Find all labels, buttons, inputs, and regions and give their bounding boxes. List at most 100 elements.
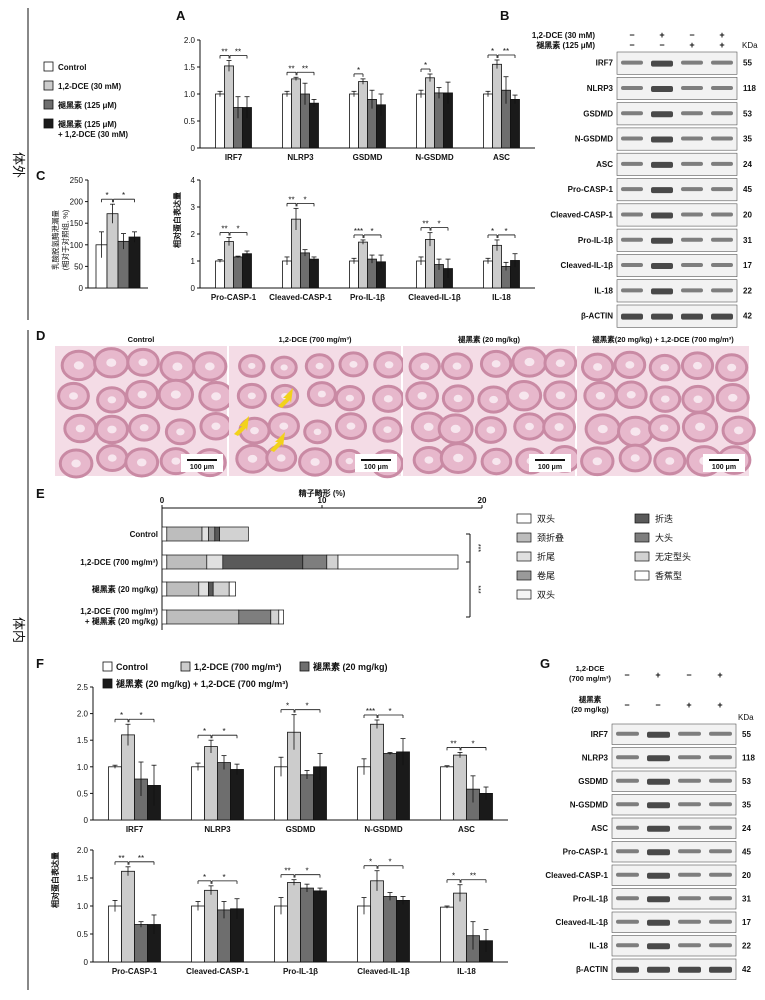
y-tick-label: 0 [191, 144, 196, 153]
legend-label: 1,2-DCE (700 mg/m³) [194, 662, 282, 672]
blot-band [616, 919, 639, 924]
sig-label: ** [288, 195, 294, 204]
stacked-segment [212, 581, 230, 597]
blot-band [651, 136, 673, 143]
stacked-segment [326, 554, 339, 570]
blot-band [651, 60, 673, 67]
tubule-lumen [423, 422, 434, 431]
blot-sign: + [659, 30, 664, 40]
blot-sign: − [659, 40, 664, 50]
blot-kda: 17 [742, 918, 751, 927]
tubule-lumen [593, 363, 603, 371]
scale-bar-box [529, 454, 571, 472]
blot-band [647, 896, 670, 903]
blot-band [678, 872, 701, 877]
y-axis-label: 相对蛋白表达量 [50, 852, 60, 908]
blot-strip [611, 817, 737, 839]
tubule-lumen [383, 395, 393, 403]
blot-band [711, 60, 733, 65]
blot-band [711, 237, 733, 242]
bar [453, 754, 467, 821]
tubule-lumen [280, 364, 288, 371]
scale-bar-box [355, 454, 397, 472]
tubule-lumen [660, 363, 670, 372]
blot-band [651, 187, 673, 194]
blot-kda: 45 [743, 185, 752, 194]
blot-strip [611, 888, 737, 910]
y-tick-label: 4 [191, 176, 196, 185]
panel-label-b: B [500, 8, 509, 23]
tubule-lumen [276, 454, 286, 462]
panel-label-e: E [36, 486, 45, 501]
panel-label-a: A [176, 8, 186, 23]
stacked-segment [198, 581, 209, 597]
bar [440, 906, 454, 963]
tubule-lumen [250, 427, 259, 435]
y-tick-label: 1.0 [184, 90, 196, 99]
row-label: 褪黑素 (20 mg/kg) [91, 584, 159, 594]
bar [370, 723, 384, 821]
y-tick-label: 0.5 [184, 117, 196, 126]
blot-band [616, 802, 639, 807]
bar [106, 213, 119, 289]
bar [242, 253, 252, 289]
bar [370, 880, 384, 963]
tubule-lumen [491, 360, 501, 368]
blot-sign: + [689, 40, 694, 50]
sig-label: ** [450, 739, 456, 748]
tubule-lumen [310, 458, 320, 466]
sig-label: * [388, 707, 391, 716]
blot-band [651, 263, 673, 270]
sig-label: ** [422, 220, 428, 229]
blot-kda: 118 [743, 84, 756, 93]
blot-row-label: GSDMD [578, 777, 608, 786]
y-tick-label: 0.5 [77, 789, 89, 798]
bar [416, 93, 426, 149]
blot-band [711, 187, 733, 192]
blot-kda: 42 [743, 312, 752, 321]
tubule-lumen [139, 424, 149, 432]
tubule-lumen [592, 457, 603, 466]
tubule-lumen [107, 425, 117, 434]
y-tick-label: 1.5 [77, 874, 89, 883]
sig-label: * [105, 191, 108, 200]
blot-band [651, 85, 673, 92]
category-label: Cleaved-CASP-1 [269, 293, 332, 302]
blot-band [678, 919, 701, 924]
tubule-lumen [660, 395, 670, 403]
legend-swatch [516, 532, 532, 543]
y-tick-label: 150 [70, 219, 84, 228]
sig-label: * [452, 872, 455, 881]
blot-sign: − [655, 700, 660, 710]
sig-label: * [120, 711, 123, 720]
blot-strip [616, 127, 738, 151]
tubule-lumen [625, 361, 635, 369]
blot-header: 1,2-DCE [576, 664, 605, 673]
sig-label: * [286, 702, 289, 711]
blot-sign: − [629, 30, 634, 40]
blot-band [681, 60, 703, 65]
tubule-lumen [554, 423, 564, 431]
blot-band [711, 111, 733, 116]
sig-label: ** [288, 64, 294, 73]
stacked-segment [208, 581, 214, 597]
bar [121, 870, 135, 963]
blot-row-label: N-GSDMD [575, 135, 613, 144]
legend-swatch [634, 570, 650, 581]
tubule-lumen [420, 362, 430, 371]
bar [217, 762, 231, 821]
stacked-segment [161, 581, 168, 597]
legend-label: Control [116, 662, 148, 672]
blot-band [709, 919, 732, 924]
y-tick-label: 1.0 [77, 902, 89, 911]
tubule-lumen [349, 360, 358, 368]
row-label: + 褪黑素 (20 mg/kg) [85, 616, 158, 626]
y-tick-label: 1.5 [184, 63, 196, 72]
category-label: Pro-CASP-1 [112, 967, 158, 976]
x-tick-label: 20 [478, 496, 487, 505]
stacked-segment [161, 554, 168, 570]
blot-band [678, 943, 701, 948]
tubule-lumen [211, 392, 221, 401]
scale-bar-box [181, 454, 223, 472]
bar [108, 766, 122, 821]
